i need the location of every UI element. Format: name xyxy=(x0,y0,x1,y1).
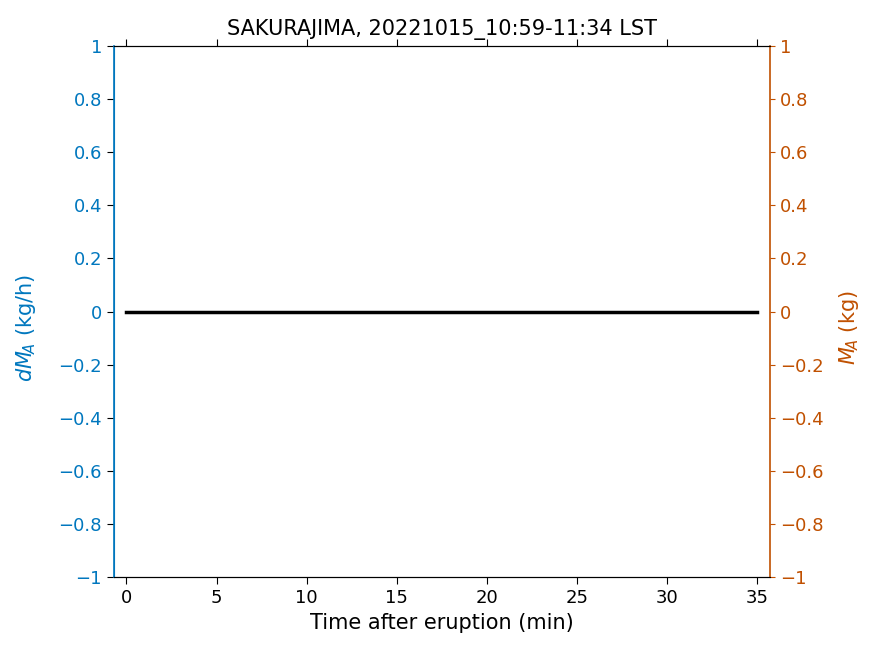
Text: $dM_{\!A}$ (kg/h): $dM_{\!A}$ (kg/h) xyxy=(14,274,38,382)
Title: SAKURAJIMA, 20221015_10:59-11:34 LST: SAKURAJIMA, 20221015_10:59-11:34 LST xyxy=(227,19,657,40)
Text: $M_{\!A}$ (kg): $M_{\!A}$ (kg) xyxy=(836,291,861,365)
X-axis label: Time after eruption (min): Time after eruption (min) xyxy=(310,613,574,632)
